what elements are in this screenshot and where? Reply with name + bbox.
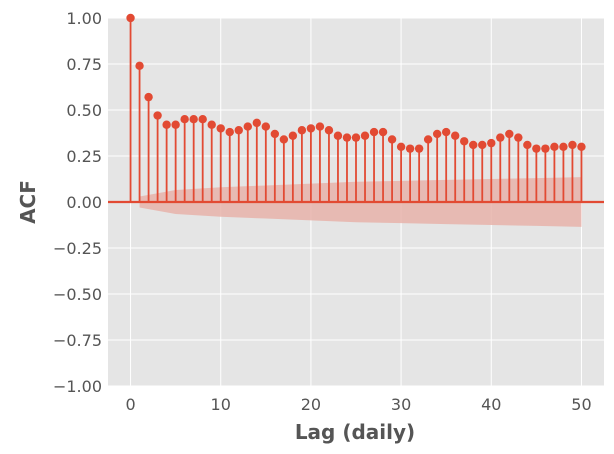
y-tick-label: 1.00 (66, 9, 102, 28)
acf-marker (297, 126, 307, 135)
y-tick-label: 0.50 (66, 101, 102, 120)
acf-marker (126, 13, 135, 23)
acf-marker (387, 135, 397, 144)
x-tick-label: 50 (571, 395, 591, 414)
markers (126, 13, 586, 153)
acf-marker (153, 111, 162, 120)
y-tick-label: −0.25 (53, 239, 102, 258)
acf-marker (216, 124, 225, 133)
acf-marker (234, 126, 243, 135)
acf-marker (505, 129, 514, 139)
acf-marker (441, 127, 451, 137)
acf-marker (270, 129, 280, 139)
acf-marker (523, 140, 532, 150)
acf-marker (532, 144, 541, 153)
x-tick-label: 0 (125, 395, 135, 414)
acf-marker (432, 129, 442, 139)
acf-marker (360, 131, 370, 140)
acf-marker (550, 142, 559, 151)
acf-marker (144, 92, 153, 102)
acf-marker (351, 133, 361, 142)
acf-marker (396, 142, 406, 151)
acf-marker (279, 135, 289, 144)
y-tick-label: −0.50 (53, 285, 102, 304)
acf-marker (568, 140, 577, 150)
acf-marker (405, 144, 415, 153)
acf-marker (478, 140, 487, 150)
acf-marker (514, 133, 523, 142)
x-tick-label: 30 (391, 395, 411, 414)
acf-marker (306, 124, 316, 133)
acf-marker (369, 127, 379, 137)
y-tick-label: −1.00 (53, 377, 102, 396)
acf-marker (451, 131, 460, 140)
acf-marker (460, 137, 469, 146)
acf-marker (135, 61, 144, 71)
acf-marker (198, 115, 207, 124)
stems (129, 18, 583, 202)
acf-marker (559, 142, 568, 151)
y-tick-label: 0.25 (66, 147, 102, 166)
acf-marker (288, 131, 298, 140)
acf-marker (261, 122, 271, 131)
x-tick-label: 20 (301, 395, 321, 414)
y-axis-title: ACF (16, 180, 40, 224)
x-tick-labels: 0 10 20 30 40 50 (125, 395, 591, 414)
acf-marker (469, 140, 478, 150)
acf-marker (487, 138, 496, 148)
y-tick-label: 0.75 (66, 55, 102, 74)
acf-marker (207, 120, 216, 129)
x-tick-label: 40 (481, 395, 501, 414)
acf-marker (378, 127, 388, 137)
acf-marker (315, 122, 325, 131)
x-tick-label: 10 (211, 395, 231, 414)
acf-marker (333, 131, 343, 140)
acf-marker (414, 144, 424, 153)
acf-marker (541, 144, 550, 153)
acf-marker (252, 118, 261, 128)
y-tick-label: 0.00 (66, 193, 102, 212)
acf-marker (171, 120, 180, 129)
acf-marker (243, 122, 252, 131)
acf-marker (162, 120, 171, 129)
acf-marker (324, 126, 334, 135)
y-tick-labels: −1.00 −0.75 −0.50 −0.25 0.00 0.25 0.50 0.75 1.00 (53, 9, 102, 396)
acf-marker (189, 115, 198, 124)
acf-marker (342, 133, 352, 142)
y-tick-label: −0.75 (53, 331, 102, 350)
acf-marker (180, 115, 189, 124)
acf-marker (423, 135, 433, 144)
x-axis-title: Lag (daily) (295, 420, 415, 444)
acf-marker (496, 133, 505, 142)
acf-marker (577, 142, 586, 151)
acf-marker (225, 127, 234, 137)
